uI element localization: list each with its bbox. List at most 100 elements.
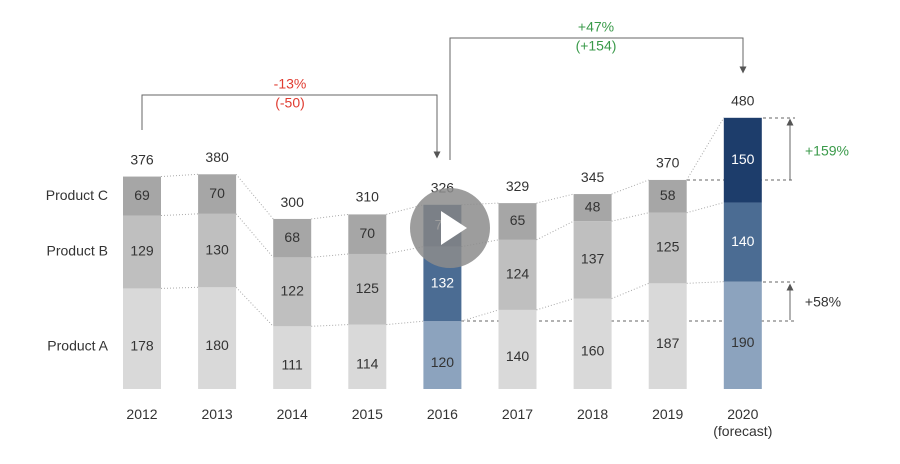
value-label: 178 bbox=[130, 337, 154, 353]
value-label: 132 bbox=[431, 275, 455, 291]
total-label: 370 bbox=[656, 155, 680, 171]
connector bbox=[160, 286, 199, 289]
value-label: 137 bbox=[581, 251, 605, 267]
value-label: 69 bbox=[134, 187, 150, 203]
value-label: 122 bbox=[281, 283, 305, 299]
value-label: 58 bbox=[660, 187, 676, 203]
bar-segment bbox=[648, 179, 687, 213]
x-tick-label: 2015 bbox=[351, 406, 383, 422]
series-label: Product C bbox=[46, 187, 108, 203]
connectors bbox=[160, 117, 725, 327]
value-label: 130 bbox=[205, 241, 229, 257]
value-label: 187 bbox=[656, 335, 680, 351]
bar-segment bbox=[198, 174, 237, 214]
value-label: 160 bbox=[581, 343, 605, 359]
x-tick-label: 2012 bbox=[126, 406, 158, 422]
bar-segment bbox=[198, 213, 237, 288]
bar-segment bbox=[348, 214, 387, 254]
annotation: -13% bbox=[274, 76, 307, 92]
value-label: 140 bbox=[506, 348, 530, 364]
value-label: 180 bbox=[205, 337, 229, 353]
x-tick-label: 2013 bbox=[201, 406, 233, 422]
bar-segment bbox=[273, 257, 312, 327]
bar-segment bbox=[723, 281, 762, 389]
value-label: 111 bbox=[282, 356, 303, 372]
connector bbox=[686, 117, 725, 181]
total-label: 345 bbox=[581, 169, 605, 185]
value-label: 190 bbox=[731, 334, 755, 350]
connector bbox=[386, 204, 424, 215]
connector bbox=[536, 298, 574, 311]
bar-segment bbox=[348, 253, 387, 325]
connector bbox=[386, 246, 424, 255]
value-label: 70 bbox=[360, 225, 376, 241]
connector bbox=[536, 220, 574, 241]
bar-segment bbox=[273, 218, 312, 258]
bar-segment bbox=[648, 212, 687, 284]
value-label: 150 bbox=[731, 151, 755, 167]
annotation: +47% bbox=[578, 19, 614, 35]
bar-segment bbox=[723, 117, 762, 203]
bar-segment bbox=[273, 326, 312, 389]
x-tick-label: 2019 bbox=[652, 406, 684, 422]
play-button[interactable] bbox=[405, 183, 495, 273]
bar-segment bbox=[573, 298, 612, 389]
connector bbox=[160, 173, 199, 178]
bar-segment bbox=[648, 283, 687, 389]
bar-segment bbox=[498, 309, 537, 389]
value-label: 48 bbox=[585, 198, 601, 214]
connector bbox=[160, 213, 199, 217]
bar-segment bbox=[498, 239, 537, 310]
total-label: 380 bbox=[205, 149, 229, 165]
connector bbox=[536, 193, 574, 204]
bar-segment bbox=[198, 287, 237, 389]
bar-segment bbox=[573, 194, 612, 222]
value-label: 68 bbox=[284, 229, 300, 245]
bar-segment bbox=[498, 203, 537, 240]
value-label: 114 bbox=[356, 355, 379, 371]
total-label: 300 bbox=[281, 194, 305, 210]
bar-segment bbox=[123, 215, 161, 289]
value-label: 70 bbox=[209, 185, 225, 201]
value-label: 125 bbox=[356, 280, 380, 296]
connector bbox=[386, 320, 424, 326]
total-label: 480 bbox=[731, 93, 755, 109]
x-tick-label: 2017 bbox=[501, 406, 534, 422]
annotation: +58% bbox=[805, 294, 841, 310]
annotation: +159% bbox=[805, 143, 849, 159]
connector bbox=[235, 286, 274, 327]
value-label: 140 bbox=[731, 233, 755, 249]
value-label: 124 bbox=[506, 266, 530, 282]
play-icon[interactable] bbox=[441, 211, 467, 245]
connector bbox=[311, 253, 349, 258]
connector bbox=[311, 324, 349, 327]
connector bbox=[686, 281, 724, 284]
value-label: 120 bbox=[431, 354, 455, 370]
annotation: (+154) bbox=[576, 38, 617, 54]
x-tick-label: 2018 bbox=[577, 406, 609, 422]
value-label: 65 bbox=[510, 212, 526, 228]
value-label: 125 bbox=[656, 239, 680, 255]
bar-segment bbox=[123, 288, 161, 389]
connector bbox=[461, 309, 499, 322]
connector bbox=[686, 202, 724, 214]
connector bbox=[611, 282, 649, 300]
bar-segment bbox=[423, 321, 462, 389]
connector bbox=[611, 212, 649, 222]
bar-segment bbox=[348, 324, 387, 389]
series-label: Product B bbox=[47, 243, 108, 259]
total-label: 376 bbox=[130, 151, 154, 167]
annotation: (-50) bbox=[275, 95, 305, 111]
x-tick-label: 2014 bbox=[276, 406, 308, 422]
bar-segment bbox=[723, 202, 762, 282]
connector bbox=[611, 179, 649, 195]
bracket bbox=[141, 37, 794, 320]
total-label: 310 bbox=[356, 189, 380, 205]
bar-segment bbox=[123, 176, 161, 216]
total-label: 329 bbox=[506, 178, 530, 194]
x-tick-label: 2016 bbox=[426, 406, 458, 422]
connector bbox=[235, 173, 274, 220]
value-label: 129 bbox=[130, 243, 154, 259]
